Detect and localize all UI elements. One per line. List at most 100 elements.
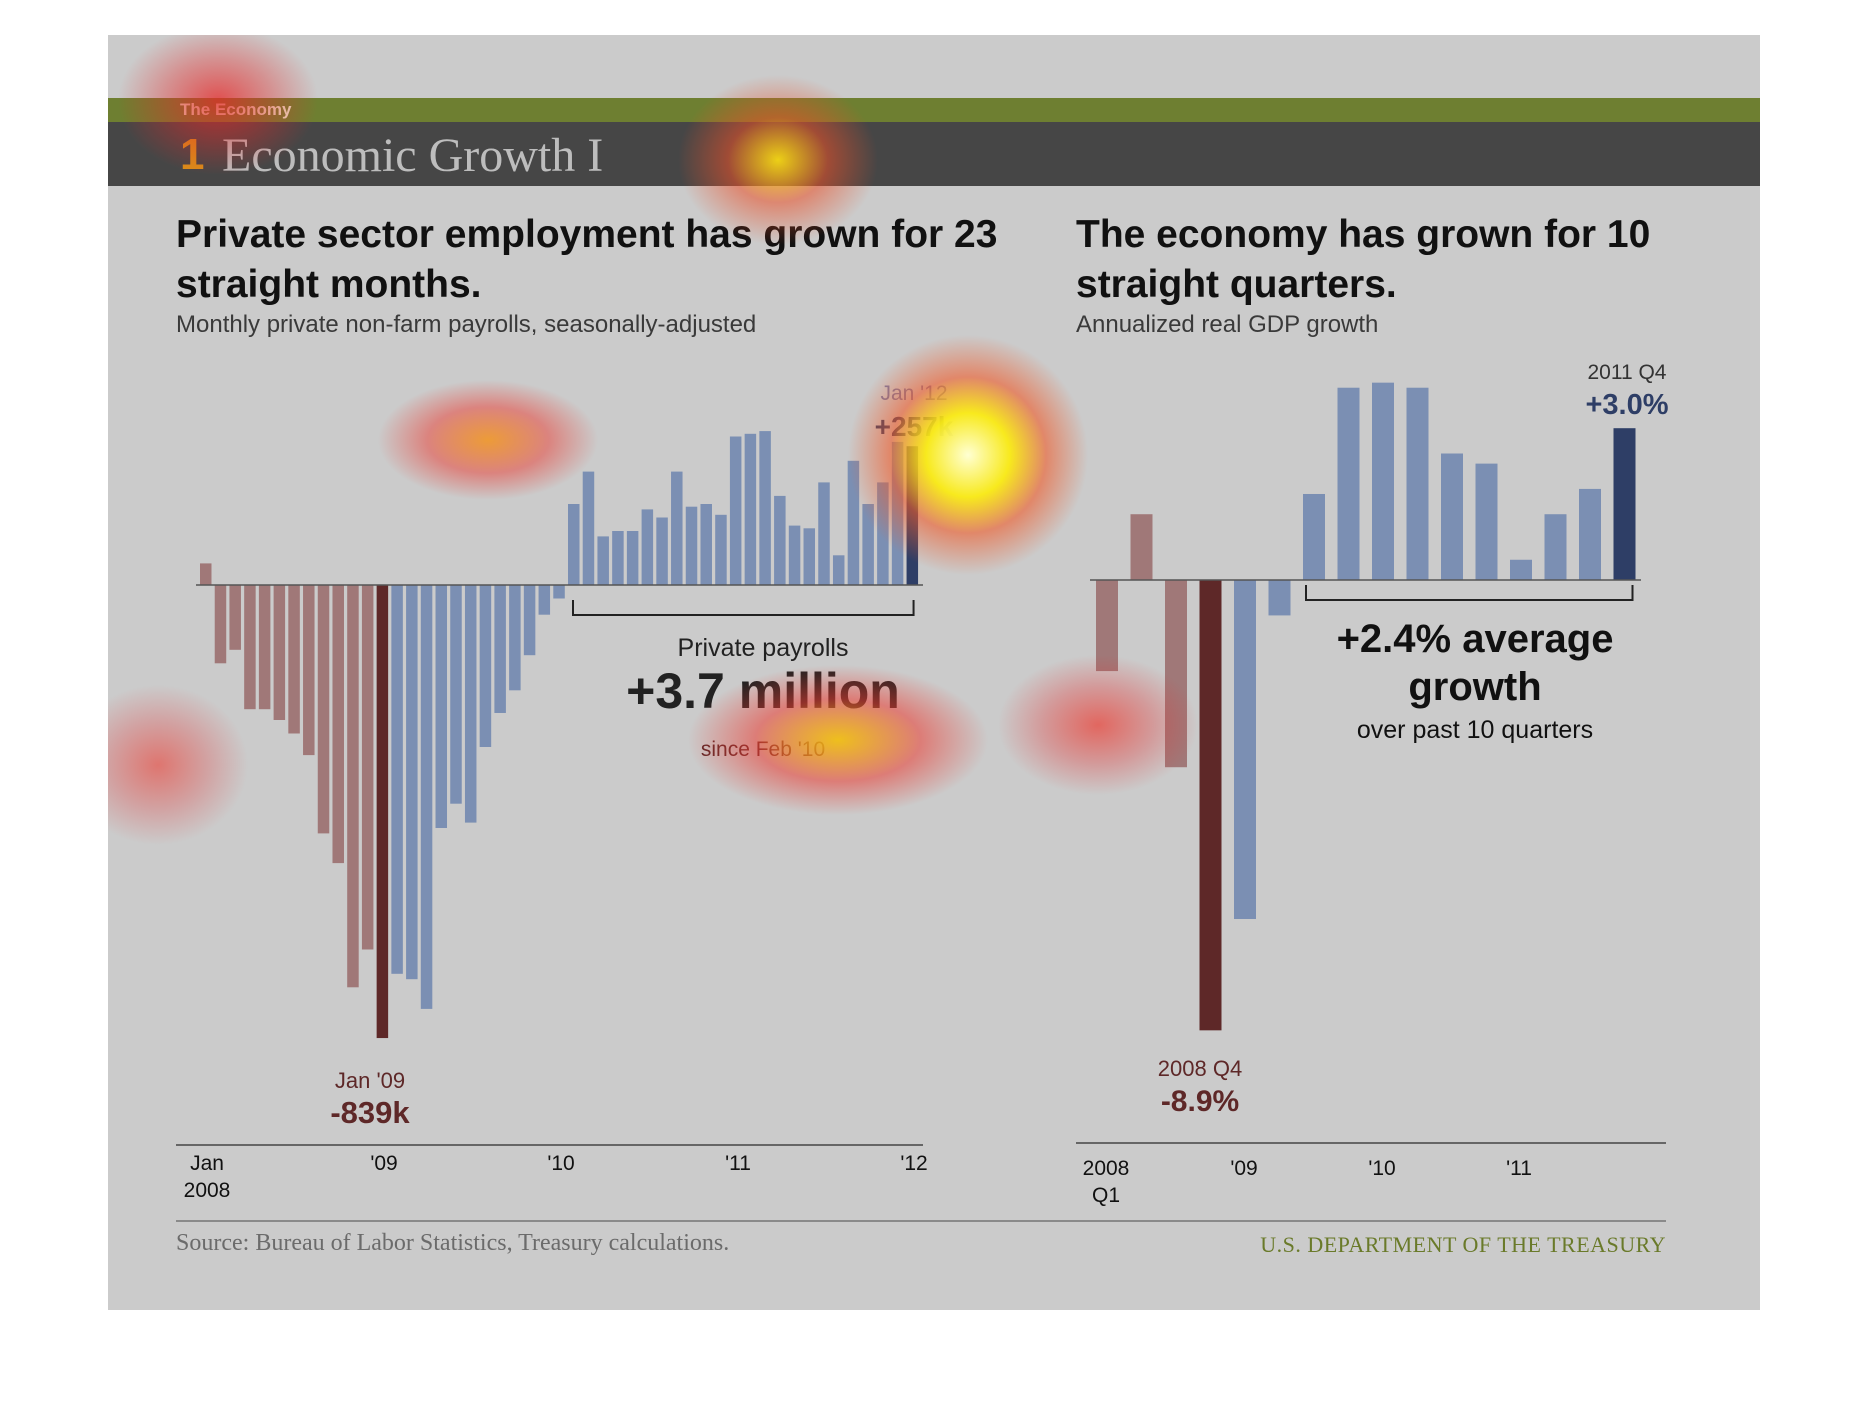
x-tick-label: '10 bbox=[547, 1152, 574, 1175]
gdp-bar bbox=[1096, 580, 1118, 672]
max-label: 2011 Q4 bbox=[1587, 361, 1666, 384]
payroll-bar bbox=[597, 536, 609, 585]
payroll-bar bbox=[420, 585, 433, 1009]
bracket-subtitle: over past 10 quarters bbox=[1357, 716, 1593, 744]
payroll-bar bbox=[258, 585, 271, 710]
agency-credit: U.S. DEPARTMENT OF THE TREASURY bbox=[1260, 1232, 1666, 1257]
payroll-bar bbox=[759, 431, 771, 585]
payroll-bar bbox=[391, 585, 403, 974]
x-tick-label: Jan bbox=[190, 1152, 224, 1175]
gdp-bar bbox=[1234, 580, 1256, 920]
growth-bracket bbox=[572, 600, 915, 616]
payroll-bar bbox=[877, 482, 889, 585]
payroll-bar bbox=[656, 517, 668, 585]
payroll-bar bbox=[553, 585, 565, 599]
gdp-bar bbox=[1303, 493, 1325, 580]
payroll-bar bbox=[376, 585, 389, 1039]
payroll-bar bbox=[464, 585, 477, 823]
max-value: +257k bbox=[875, 411, 954, 442]
bracket-title: Private payrolls bbox=[678, 634, 849, 662]
gdp-bar bbox=[1579, 488, 1601, 580]
x-tick-label: '10 bbox=[1368, 1157, 1395, 1180]
payroll-bar bbox=[229, 585, 241, 650]
payroll-bar bbox=[494, 585, 506, 713]
x-tick-label: '11 bbox=[725, 1152, 751, 1175]
payroll-bar bbox=[332, 585, 344, 864]
payroll-bar bbox=[347, 585, 359, 988]
growth-bracket bbox=[1305, 585, 1634, 601]
gdp-bar bbox=[1544, 514, 1567, 580]
payroll-bar bbox=[715, 514, 727, 585]
x-tick-label: '09 bbox=[1230, 1157, 1257, 1180]
payroll-bar bbox=[303, 585, 315, 756]
payroll-bar bbox=[450, 585, 462, 804]
charts-svg: Private payrolls+3.7 million since Feb '1… bbox=[176, 361, 1669, 1207]
payroll-bar bbox=[244, 585, 256, 710]
payroll-bar bbox=[612, 531, 624, 585]
payroll-bar bbox=[626, 531, 639, 585]
right-headline: The economy has grown for 10 straight qu… bbox=[1076, 213, 1651, 306]
gdp-bar bbox=[1441, 453, 1463, 580]
payroll-bar bbox=[568, 504, 580, 585]
payroll-bar bbox=[641, 509, 654, 585]
payroll-bar bbox=[582, 471, 595, 585]
gdp-bar bbox=[1475, 463, 1498, 580]
x-tick-label: '11 bbox=[1506, 1157, 1532, 1180]
max-label: Jan '12 bbox=[880, 382, 947, 405]
payroll-bar bbox=[273, 585, 286, 720]
gdp-bar bbox=[1372, 382, 1394, 580]
x-tick-label: 2008 bbox=[1083, 1157, 1130, 1180]
payroll-bar bbox=[538, 585, 551, 615]
x-tick-label: Q1 bbox=[1092, 1184, 1120, 1207]
x-tick-label: 2008 bbox=[184, 1179, 231, 1202]
footer-rule bbox=[176, 1220, 1666, 1222]
min-value: -839k bbox=[330, 1095, 410, 1130]
payroll-bar bbox=[744, 433, 757, 585]
gdp-bar bbox=[1613, 428, 1636, 580]
x-tick-label: '09 bbox=[370, 1152, 397, 1175]
source-note: Source: Bureau of Labor Statistics, Trea… bbox=[176, 1230, 730, 1256]
gdp-bar bbox=[1130, 514, 1153, 580]
payroll-bar bbox=[685, 506, 698, 585]
x-tick-label: '12 bbox=[900, 1152, 927, 1175]
payroll-bar bbox=[818, 482, 830, 585]
bracket-title: growth bbox=[1408, 665, 1541, 709]
payroll-bar bbox=[214, 585, 227, 664]
gdp-bar bbox=[1510, 559, 1532, 580]
payroll-bar bbox=[700, 504, 712, 585]
payroll-bar bbox=[509, 585, 521, 691]
payroll-bar bbox=[200, 563, 212, 585]
right-subhead: Annualized real GDP growth bbox=[1076, 311, 1379, 338]
payroll-bar bbox=[803, 528, 816, 585]
payroll-bar bbox=[891, 441, 904, 585]
gdp-bar bbox=[1268, 580, 1291, 616]
slide: The Economy 1 Economic Growth I Private … bbox=[108, 35, 1760, 1310]
gdp-bar bbox=[1406, 387, 1429, 580]
payroll-bar bbox=[774, 495, 786, 585]
payroll-bar bbox=[361, 585, 374, 950]
gdp-bar bbox=[1199, 580, 1222, 1031]
payroll-bar bbox=[862, 504, 874, 585]
payroll-bar bbox=[288, 585, 300, 734]
payroll-bar bbox=[523, 585, 536, 656]
payroll-bar bbox=[788, 525, 801, 585]
payroll-bar bbox=[406, 585, 418, 980]
payroll-bar bbox=[435, 585, 448, 828]
min-value: -8.9% bbox=[1161, 1085, 1239, 1118]
payroll-bar bbox=[906, 446, 919, 585]
gdp-bar bbox=[1337, 387, 1360, 580]
payroll-bar bbox=[317, 585, 330, 834]
min-label: 2008 Q4 bbox=[1158, 1056, 1242, 1081]
bracket-subtitle: since Feb '10 bbox=[701, 738, 825, 761]
payroll-bar bbox=[671, 471, 683, 585]
gdp-bar bbox=[1165, 580, 1187, 768]
max-value: +3.0% bbox=[1585, 389, 1668, 421]
left-subhead: Monthly private non-farm payrolls, seaso… bbox=[176, 311, 757, 338]
min-label: Jan '09 bbox=[335, 1068, 405, 1093]
payroll-bar bbox=[729, 436, 742, 585]
bracket-title: +2.4% average bbox=[1337, 617, 1614, 661]
payroll-bar bbox=[832, 555, 845, 585]
payroll-bar bbox=[847, 460, 860, 585]
payroll-bar bbox=[479, 585, 492, 747]
bracket-value: +3.7 million bbox=[626, 663, 900, 719]
